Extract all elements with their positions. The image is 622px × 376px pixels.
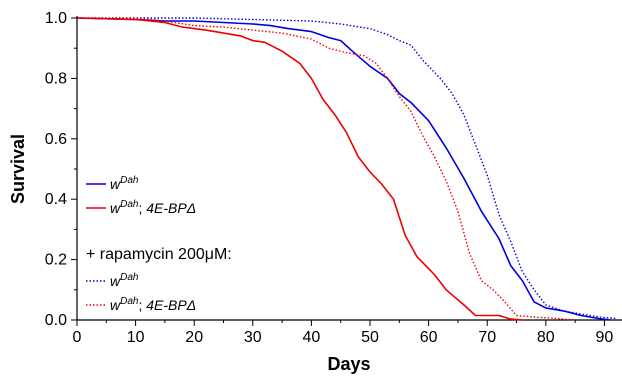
x-axis-title: Days [327, 354, 370, 374]
y-tick-label: 1.0 [45, 10, 67, 27]
x-tick-label: 10 [127, 329, 145, 346]
x-tick-label: 20 [185, 329, 203, 346]
y-tick-label: 0.6 [45, 131, 67, 148]
legend-label: wDah [110, 272, 139, 289]
y-axis-ticks: 0.0 0.2 0.4 0.6 0.8 1.0 [45, 10, 77, 329]
legend-entry-4: wDah; 4E-BPΔ [86, 296, 196, 313]
y-tick-label: 0.2 [45, 252, 67, 269]
x-tick-label: 90 [596, 329, 614, 346]
x-axis-ticks: 0 10 20 30 40 50 60 70 80 90 [73, 320, 614, 346]
legend-label: wDah [110, 175, 139, 192]
legend-label: wDah; 4E-BPΔ [110, 199, 196, 216]
series-line-2 [76, 17, 523, 321]
x-tick-label: 80 [537, 329, 555, 346]
legend-group-label: + rapamycin 200μM: [86, 246, 232, 263]
legend-entry-3: wDah [86, 272, 139, 289]
y-axis-title: Survival [8, 134, 28, 204]
x-tick-label: 40 [303, 329, 321, 346]
x-tick-label: 70 [478, 329, 496, 346]
legend: wDah wDah; 4E-BPΔ + rapamycin 200μM: wDah wD… [86, 175, 232, 313]
legend-label: wDah; 4E-BPΔ [110, 296, 196, 313]
y-tick-label: 0.0 [45, 312, 67, 329]
series-line-1 [76, 17, 611, 321]
x-tick-label: 50 [361, 329, 379, 346]
series-line-4-rapamycin [77, 17, 576, 321]
x-tick-label: 0 [73, 329, 82, 346]
y-tick-label: 0.4 [45, 191, 67, 208]
legend-entry-2: wDah; 4E-BPΔ [86, 199, 196, 216]
x-tick-label: 60 [420, 329, 438, 346]
series-layer [76, 17, 617, 321]
axes [76, 16, 622, 321]
series-line-3-rapamycin [77, 17, 617, 320]
legend-entry-1: wDah [86, 175, 139, 192]
x-tick-label: 30 [244, 329, 262, 346]
y-tick-label: 0.8 [45, 70, 67, 87]
